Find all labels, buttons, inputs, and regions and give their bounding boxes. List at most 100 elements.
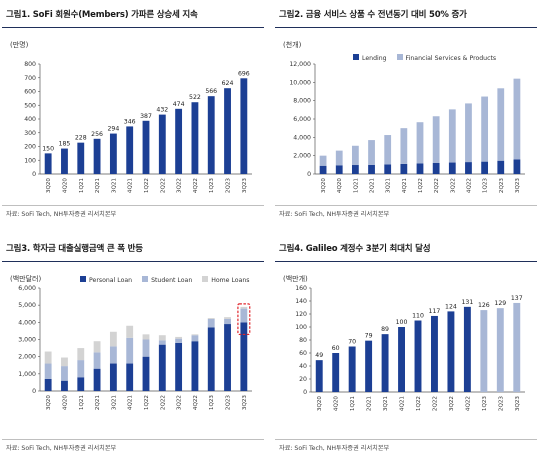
bar-segment [368,164,375,174]
y-tick-label: 100 [295,324,307,331]
bar-segment [77,348,85,361]
x-tick-label: 4Q20 [337,178,343,194]
bar-segment [93,352,101,369]
data-label: 70 [348,339,356,346]
y-tick-label: 40 [299,363,307,370]
x-tick-label: 2Q23 [226,395,232,411]
data-label: 137 [511,295,523,302]
bar-segment [158,340,166,345]
x-tick-label: 3Q20 [317,396,323,412]
legend-label: Financial Services & Products [405,54,497,62]
data-label: 126 [478,302,490,309]
bar-segment [448,162,456,174]
data-label: 294 [107,126,119,133]
x-tick-label: 4Q22 [193,178,199,193]
y-tick-label: 120 [295,311,307,318]
y-tick-label: 800 [24,61,36,68]
bar [142,120,150,174]
bar-segment [175,342,183,391]
bar-segment [207,327,215,391]
bar-segment [351,145,359,166]
data-label: 522 [189,94,201,101]
bar [365,340,373,392]
bar [240,78,248,174]
data-label: 60 [332,345,340,352]
y-tick-label: 4,000 [18,319,36,326]
y-unit-label: (만명) [10,41,29,49]
bar-segment [191,341,199,391]
bar-segment [126,337,134,364]
bar-segment [93,368,101,391]
bar [348,346,356,392]
products-stacked-chart: 0 2,000 4,000 6,000 8,000 10,000 12,000 3Q20 4Q2… [289,61,525,194]
data-label: 624 [222,80,234,87]
y-tick-label: 3,000 [18,337,36,344]
source-rule [275,205,537,206]
bar [513,302,521,392]
bar [463,306,471,392]
y-tick-label: 8,000 [293,98,311,105]
y-tick-label: 600 [24,89,36,96]
bar-segment [207,318,215,319]
bar-segment [61,357,68,367]
bar-segment [77,360,85,378]
legend-swatch [396,54,403,60]
bar-segment [384,135,392,165]
bar-segment [109,363,117,391]
chart-title: 그림2. 금융 서비스 상품 수 전년동기 대비 50% 증가 [279,10,467,20]
x-tick-label: 4Q21 [128,178,134,194]
bar-segment [109,346,117,364]
y-tick-label: 10,000 [289,79,311,86]
x-tick-label: 3Q23 [242,178,248,194]
y-tick-label: 1,000 [18,371,36,378]
galileo-bar-chart: 0 20 40 60 80 100 120 140 160 3Q20 4Q20 1Q21 2Q21 3Q2… [295,285,525,412]
bar [175,108,183,174]
y-tick-label: 5,000 [18,302,36,309]
bar-segment [44,378,52,391]
data-label: 696 [238,70,250,77]
source-note: 자료: SoFi Tech, NH투자증권 리서치본부 [6,445,117,452]
bar-segment [319,165,327,174]
bar-segment [142,339,150,357]
bar-segment [44,363,52,379]
x-tick-label: 3Q23 [515,396,521,412]
y-tick-label: 6,000 [293,116,311,123]
bar-segment [175,336,183,339]
bar [398,327,405,392]
y-tick-label: 6,000 [18,285,36,292]
bar-segment [61,380,68,391]
x-tick-label: 3Q22 [449,396,455,411]
bar [315,360,323,392]
x-tick-label: 2Q23 [499,178,505,194]
bar-segment [191,335,199,342]
data-label: 124 [445,303,457,310]
x-tick-label: 2Q22 [160,178,166,193]
y-tick-label: 140 [295,298,307,305]
bar-segment [319,155,327,166]
bar-segment [240,308,248,323]
bar-segment [432,116,440,163]
y-tick-label: 0 [32,388,36,395]
legend-swatch [80,276,86,282]
legend-item-lending: Lending [353,54,387,62]
bar-segment [77,377,85,391]
bar [191,102,199,174]
data-label: 474 [173,101,185,108]
bar-segment [207,318,215,328]
x-tick-label: 3Q22 [450,178,456,193]
legend-item-personal-loan: Personal Loan [80,276,133,284]
x-tick-label: 2Q23 [498,396,504,412]
legend-item-financial-services: Financial Services & Products [396,54,497,62]
bar [431,315,438,392]
y-tick-label: 0 [307,171,311,178]
x-tick-label: 2Q21 [95,395,101,411]
x-tick-label: 3Q22 [177,395,183,410]
x-tick-label: 4Q22 [193,395,199,410]
legend-label: Personal Loan [89,276,133,284]
bar-segment [142,334,150,340]
x-tick-label: 4Q21 [402,178,408,194]
y-tick-label: 0 [303,389,307,396]
bar [126,126,134,174]
bar [381,334,389,392]
title-rule [2,261,264,262]
